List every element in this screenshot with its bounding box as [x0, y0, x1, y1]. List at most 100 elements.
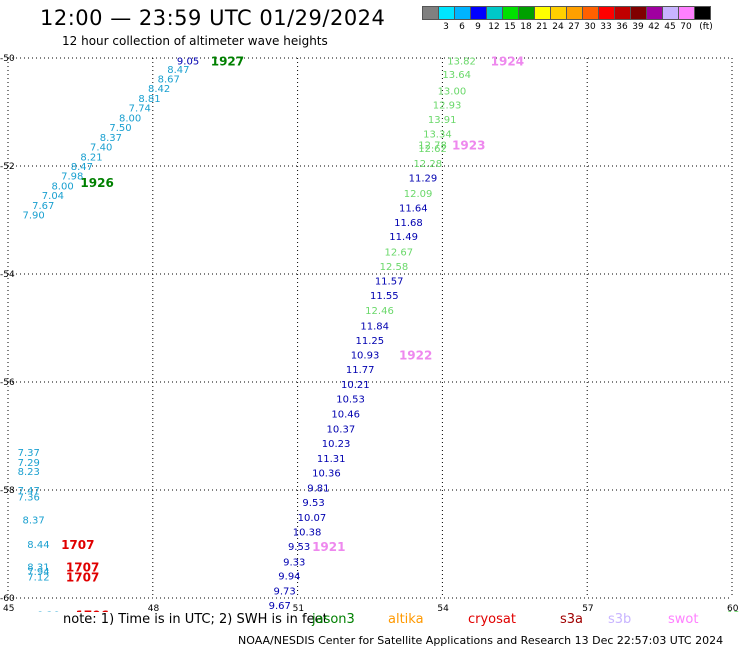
wave-height-reading: 7.36	[18, 492, 40, 503]
legend-label: 27	[568, 22, 580, 32]
wave-height-reading: 12.28	[413, 159, 442, 170]
footer-note-row: note: 1) Time is in UTC; 2) SWH is in fe…	[0, 612, 740, 630]
wave-height-reading: 11.55	[370, 291, 399, 302]
wave-height-reading: 10.23	[322, 439, 351, 450]
wave-height-reading: 7.12	[27, 572, 49, 583]
pass-time-label: 1924	[491, 55, 524, 69]
lon-label: 54	[437, 604, 449, 612]
wave-height-reading: 12.62	[418, 144, 447, 155]
wave-height-reading: 7.50	[109, 123, 131, 134]
wave-readings: 9.058.478.678.428.817.748.007.508.377.40…	[18, 57, 740, 612]
wave-height-reading: 13.64	[442, 70, 471, 81]
lon-label: 57	[582, 604, 593, 612]
wave-height-reading: 7.47	[18, 486, 40, 497]
lat-label: -54	[0, 270, 15, 280]
wave-height-reading: 10.21	[341, 380, 370, 391]
pass-time-label: 1706	[76, 609, 109, 612]
wave-height-reading: 7.29	[18, 458, 40, 469]
wave-height-reading: 8.23	[18, 467, 40, 478]
legend-label: 15	[504, 22, 516, 32]
wave-height-reading: 12.93	[433, 100, 462, 111]
legend-label: 42	[648, 22, 660, 32]
legend-label: 12	[488, 22, 500, 32]
wave-height-reading: 10.38	[293, 528, 322, 539]
wave-height-reading: 10.93	[351, 350, 380, 361]
wave-height-reading: 8.47	[167, 65, 189, 76]
satellite-legend-s3a: s3a	[560, 612, 584, 627]
pass-time-label: 1921	[312, 540, 345, 554]
wave-height-reading: 8.37	[22, 516, 44, 527]
legend-label: 6	[459, 22, 465, 32]
wave-height-reading: 8.67	[158, 75, 180, 86]
wave-height-reading: 8.00	[119, 113, 141, 124]
page-title: 12:00 — 23:59 UTC 01/29/2024	[40, 6, 386, 30]
pass-labels: 1927192619241923192219211707170717071706…	[61, 55, 524, 612]
wave-height-reading: 8.44	[27, 540, 49, 551]
legend-label: 9	[475, 22, 481, 32]
wave-height-reading: 8.31	[27, 563, 49, 574]
wave-height-reading: 7.90	[22, 211, 44, 222]
wave-height-reading: 11.57	[375, 276, 404, 287]
wave-height-reading: 10.37	[327, 424, 356, 435]
wave-height-reading: 8.26	[37, 611, 59, 612]
wave-height-reading: 7.74	[129, 104, 151, 115]
wave-height-reading: 11.31	[317, 454, 346, 465]
wave-height-reading: 9.53	[288, 542, 310, 553]
legend-label: 70	[680, 22, 692, 32]
wave-height-reading: 7.98	[61, 172, 83, 183]
wave-height-reading: 9.81	[307, 483, 329, 494]
legend-label: 33	[600, 22, 612, 32]
wave-height-reading: 12.67	[384, 247, 413, 258]
lat-label: -60	[0, 594, 15, 604]
legend-label: 39	[632, 22, 644, 32]
wave-height-reading: 11.77	[346, 365, 375, 376]
wave-height-reading: 8.21	[80, 152, 102, 163]
color-legend-labels: 3 6 9 12 15 18 21 24 27 30 33 36 39 42 45 70 (ft)	[422, 22, 740, 36]
wave-height-reading: 10.36	[312, 469, 341, 480]
wave-height-reading: 12.46	[365, 306, 394, 317]
wave-height-reading: 13.82	[447, 57, 476, 68]
wave-height-reading: 9.53	[302, 498, 324, 509]
wave-height-reading: 7.04	[42, 191, 64, 202]
wave-height-reading: 11.68	[394, 218, 423, 229]
footer-note: note: 1) Time is in UTC; 2) SWH is in fe…	[63, 612, 328, 627]
lon-label: 48	[148, 604, 160, 612]
legend-unit: (ft)	[699, 22, 713, 32]
lat-label: -56	[0, 378, 15, 388]
wave-height-reading: 8.81	[138, 94, 160, 105]
satellite-legend-s3b: s3b	[608, 612, 632, 627]
pass-time-label: 1926	[80, 176, 113, 190]
legend-label: 3	[443, 22, 449, 32]
lat-label: -50	[0, 54, 15, 64]
wave-height-reading: 11.84	[360, 321, 389, 332]
wave-height-reading: 7.94	[27, 567, 49, 578]
lon-label: 60	[727, 604, 739, 612]
satellite-legend-cryosat: cryosat	[468, 612, 516, 627]
wave-height-reading: 12.58	[380, 262, 409, 273]
legend-label: 36	[616, 22, 628, 32]
wave-height-reading: 9.05	[177, 57, 199, 68]
color-legend	[422, 6, 711, 20]
wave-height-reading: 11.25	[356, 336, 385, 347]
legend-label: 30	[584, 22, 596, 32]
wave-height-reading: 8.42	[148, 84, 170, 95]
legend-label: 21	[536, 22, 548, 32]
wave-height-reading: 13.34	[423, 130, 452, 141]
footer-credit: NOAA/NESDIS Center for Satellite Applica…	[238, 634, 724, 647]
wave-height-reading: 7.67	[32, 201, 54, 212]
legend-swatch	[694, 6, 711, 20]
wave-height-reading: 12.09	[404, 189, 433, 200]
wave-height-reading: 8.37	[100, 133, 122, 144]
legend-label: 18	[520, 22, 532, 32]
pass-time-label: 1922	[399, 348, 432, 362]
lon-label: 45	[3, 604, 14, 612]
wave-height-reading: 12.78	[418, 140, 447, 151]
legend-label: 24	[552, 22, 564, 32]
wave-height-reading: 13.91	[428, 115, 457, 126]
page-subtitle: 12 hour collection of altimeter wave hei…	[62, 34, 328, 48]
wave-height-reading: 9.73	[273, 586, 295, 597]
wave-height-reading: 10.53	[336, 395, 365, 406]
wave-height-reading: 9.67	[269, 601, 291, 612]
lat-label: -52	[0, 162, 15, 172]
